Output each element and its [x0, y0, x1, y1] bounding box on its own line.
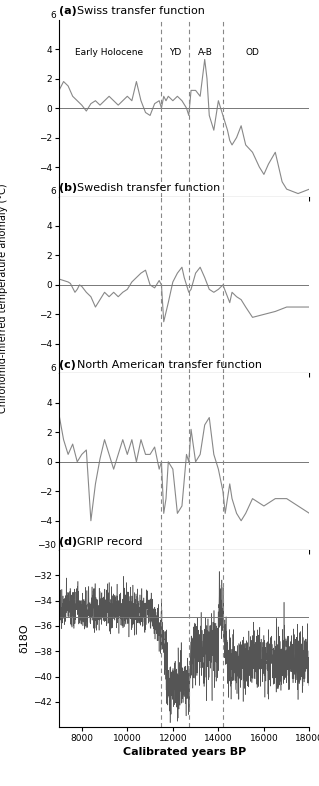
Text: −30: −30 [38, 542, 56, 550]
X-axis label: Calibrated years BP: Calibrated years BP [122, 747, 246, 757]
Text: Early Holocene: Early Holocene [75, 48, 143, 57]
Text: North American transfer function: North American transfer function [77, 360, 262, 370]
Text: A-B: A-B [198, 48, 213, 57]
Text: (b): (b) [59, 183, 77, 193]
Text: 6: 6 [51, 11, 56, 20]
Text: 6: 6 [51, 188, 56, 196]
Text: (d): (d) [59, 537, 77, 547]
Text: Swiss transfer function: Swiss transfer function [77, 6, 204, 16]
Text: GRIP record: GRIP record [77, 537, 142, 547]
Text: OD: OD [246, 48, 259, 57]
Text: Swedish transfer function: Swedish transfer function [77, 183, 220, 193]
Text: YD: YD [169, 48, 181, 57]
Text: (a): (a) [59, 6, 77, 16]
Text: 6: 6 [51, 365, 56, 373]
Text: (c): (c) [59, 360, 76, 370]
Y-axis label: δ18O: δ18O [19, 624, 29, 653]
Text: Chironomid-inferred temperature anomaly (°C): Chironomid-inferred temperature anomaly … [0, 184, 8, 413]
